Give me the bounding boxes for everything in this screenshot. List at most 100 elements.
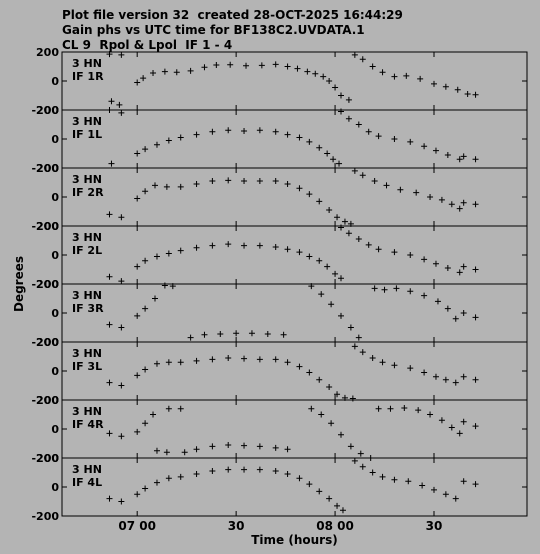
- data-point: [187, 334, 194, 341]
- data-point: [345, 115, 352, 122]
- data-point: [359, 349, 366, 356]
- data-point: [142, 366, 149, 373]
- panel-frame: [61, 399, 528, 459]
- data-point: [118, 278, 125, 285]
- data-point: [118, 382, 125, 389]
- y-axis-title: Degrees: [12, 256, 26, 312]
- data-point: [177, 405, 184, 412]
- data-point: [341, 218, 348, 225]
- y-tick-label: 200: [36, 46, 59, 59]
- data-point: [427, 194, 434, 200]
- y-tick-label: 0: [51, 365, 59, 378]
- data-point: [460, 373, 467, 380]
- data-point: [142, 146, 149, 153]
- y-tick-label: 0: [51, 75, 59, 88]
- data-point: [472, 266, 479, 273]
- data-point: [328, 301, 335, 308]
- y-tick-label: -200: [31, 220, 59, 233]
- data-point: [318, 411, 325, 418]
- y-tick-label: 200: [36, 220, 59, 233]
- data-point: [351, 51, 358, 58]
- panel-frame: [61, 457, 528, 517]
- data-point: [225, 127, 232, 134]
- data-point: [272, 178, 279, 185]
- data-point: [134, 79, 141, 86]
- data-point: [452, 495, 459, 502]
- data-point: [225, 441, 232, 448]
- data-point: [209, 128, 216, 135]
- data-point: [225, 354, 232, 361]
- data-point: [397, 186, 404, 193]
- data-point: [272, 244, 279, 251]
- data-point: [201, 64, 208, 71]
- data-point: [369, 63, 376, 70]
- data-point: [272, 356, 279, 363]
- panel-antenna-label: 3 HN: [72, 463, 102, 476]
- data-point: [256, 178, 263, 185]
- data-point: [334, 502, 341, 509]
- data-point: [381, 286, 388, 293]
- data-point: [391, 249, 398, 256]
- data-point: [359, 463, 366, 470]
- data-point: [357, 450, 364, 457]
- data-point: [375, 246, 382, 253]
- data-point: [134, 372, 141, 379]
- data-point: [316, 488, 323, 495]
- data-point: [209, 356, 216, 363]
- data-point: [431, 486, 437, 493]
- data-point: [150, 411, 157, 418]
- data-point: [421, 143, 428, 150]
- data-point: [454, 86, 461, 93]
- data-point: [256, 127, 263, 134]
- data-point: [351, 343, 358, 350]
- data-point: [318, 291, 325, 298]
- data-point: [421, 256, 428, 263]
- data-point: [391, 136, 398, 142]
- data-point: [448, 201, 455, 208]
- data-point: [438, 196, 445, 203]
- data-point: [177, 134, 184, 141]
- data-point: [355, 236, 362, 243]
- data-point: [225, 241, 232, 248]
- x-tick-label: 08 00: [316, 519, 354, 533]
- data-point: [407, 138, 414, 145]
- data-point: [371, 178, 378, 185]
- data-point: [442, 491, 449, 498]
- data-point: [173, 69, 180, 76]
- data-point: [284, 131, 291, 138]
- data-point: [284, 446, 291, 453]
- data-point: [152, 182, 158, 189]
- y-tick-label: -200: [31, 510, 59, 523]
- x-tick-label: 30: [426, 519, 443, 533]
- data-point: [332, 270, 339, 277]
- data-point: [403, 72, 410, 79]
- data-point: [163, 183, 170, 190]
- data-point: [248, 330, 255, 337]
- y-tick-label: 200: [36, 278, 59, 291]
- data-point: [456, 205, 463, 212]
- data-point: [306, 191, 313, 198]
- data-point: [152, 295, 158, 302]
- data-point: [304, 68, 311, 75]
- data-point: [351, 457, 358, 464]
- data-point: [456, 156, 463, 163]
- data-point: [308, 405, 315, 412]
- data-point: [272, 128, 279, 135]
- data-point: [108, 98, 115, 105]
- data-point: [391, 362, 398, 369]
- data-point: [401, 404, 408, 411]
- data-point: [359, 56, 366, 63]
- data-point: [407, 252, 414, 258]
- plot-header-line-1: Plot file version 32 created 28-OCT-2025…: [62, 8, 403, 22]
- data-point: [165, 137, 172, 144]
- data-point: [369, 354, 376, 361]
- data-point: [345, 96, 352, 103]
- data-point: [165, 405, 172, 412]
- data-point: [284, 63, 291, 70]
- data-point: [296, 475, 303, 482]
- data-point: [108, 160, 115, 167]
- data-point: [326, 383, 333, 390]
- y-tick-label: 0: [51, 307, 59, 320]
